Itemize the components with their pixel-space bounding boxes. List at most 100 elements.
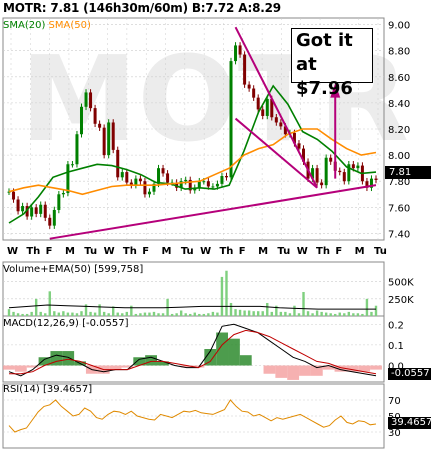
chart-header: MOTR: 7.81 (146h30m/60m) B:7.72 A:8.29 — [3, 1, 281, 15]
volume-bar — [48, 291, 51, 316]
macd-tick-label: 0.2 — [388, 320, 404, 331]
price-candle — [234, 45, 238, 62]
x-tick-label: Th — [123, 246, 137, 257]
price-candle — [211, 186, 215, 188]
price-candle — [116, 149, 120, 178]
rsi-tick-label: 30 — [388, 428, 401, 439]
price-candle — [147, 191, 151, 195]
price-candle — [347, 164, 351, 182]
price-candle — [129, 182, 133, 186]
price-candle — [134, 178, 138, 186]
x-tick-label: Tu — [277, 246, 290, 257]
price-candle — [179, 181, 183, 188]
volume-bar — [121, 313, 124, 316]
rsi-line — [8, 399, 377, 433]
x-tick-label: F — [46, 246, 53, 257]
price-candle — [161, 168, 165, 174]
price-candle — [66, 164, 70, 193]
price-candle — [270, 98, 274, 118]
volume-bar — [12, 311, 15, 316]
price-candle — [188, 179, 192, 191]
volume-bar — [238, 309, 242, 316]
annotation-box: Got it at $7.96 — [291, 28, 373, 99]
volume-bar — [352, 313, 355, 316]
price-candle — [84, 92, 88, 107]
price-candle — [265, 98, 269, 116]
volume-bar — [34, 298, 38, 316]
price-candle — [274, 117, 278, 123]
volume-bar — [288, 313, 292, 316]
x-tick-label: Tu — [181, 246, 194, 257]
macd-signal-line — [9, 329, 377, 375]
volume-bar — [107, 313, 110, 316]
macd-panel-border — [2, 315, 385, 383]
price-candle — [70, 164, 74, 166]
volume-bar — [89, 311, 92, 316]
volume-tick-label: 500K — [388, 278, 414, 289]
volume-bar — [175, 313, 178, 316]
annotation-line-1: Got it at — [296, 30, 353, 75]
volume-bar — [116, 312, 119, 316]
price-tick-label: 8.00 — [388, 151, 410, 162]
price-candle — [197, 181, 201, 188]
volume-bar — [39, 311, 42, 316]
price-candle — [75, 134, 79, 165]
price-candle — [193, 187, 197, 191]
volume-bar — [21, 313, 24, 316]
volume-bar — [356, 313, 360, 316]
volume-legend-label: Volume+EMA(50) — [3, 264, 91, 275]
volume-bar — [211, 311, 215, 316]
macd-histogram-bar — [62, 351, 75, 366]
price-candle — [229, 61, 233, 178]
volume-bar — [16, 313, 20, 316]
trendline-support — [49, 184, 377, 240]
sma-legend: SMA(20) SMA(50) — [3, 20, 91, 31]
volume-bar — [80, 311, 83, 316]
price-candle — [215, 183, 219, 187]
volume-bar — [7, 309, 11, 316]
price-candle — [184, 179, 188, 182]
volume-bar — [347, 311, 351, 316]
price-tick-label: 8.20 — [388, 125, 410, 136]
price-candle — [30, 207, 34, 217]
volume-bar — [152, 311, 156, 316]
price-candle — [39, 204, 43, 214]
rsi-legend-value: [39.4657] — [42, 384, 93, 395]
macd-histogram-bar — [263, 365, 276, 374]
price-candle — [143, 181, 147, 195]
volume-bar — [66, 312, 70, 316]
macd-histogram-bar — [156, 361, 169, 366]
volume-ema-line — [8, 304, 376, 310]
x-tick-label: M — [162, 246, 172, 257]
macd-histogram-bar — [50, 351, 63, 366]
price-candle — [120, 172, 124, 178]
x-tick-label: W — [297, 246, 308, 257]
volume-bar — [293, 305, 296, 316]
x-tick-label: Th — [316, 246, 330, 257]
price-candle — [89, 92, 93, 109]
price-candle — [102, 127, 106, 156]
volume-bar — [324, 312, 328, 316]
price-candle — [43, 204, 47, 218]
price-candle — [25, 206, 29, 217]
x-tick-label: Tu — [84, 246, 97, 257]
price-candle — [365, 181, 369, 188]
price-candle — [16, 199, 20, 212]
price-candle — [324, 157, 328, 186]
volume-bar — [202, 313, 206, 316]
macd-last-value: -0.0557 — [388, 368, 431, 380]
volume-bar — [315, 310, 319, 316]
macd-histogram-bar — [299, 365, 311, 376]
volume-bar — [143, 312, 147, 316]
volume-bar — [125, 311, 129, 316]
macd-line — [8, 323, 377, 377]
volume-bar — [198, 313, 201, 316]
volume-bar — [225, 270, 228, 316]
price-candle — [238, 45, 242, 55]
price-candle — [79, 106, 83, 135]
price-tick-label: 7.60 — [388, 203, 410, 214]
volume-bar — [57, 312, 61, 316]
volume-bar — [234, 309, 237, 316]
volume-bar — [62, 311, 65, 316]
x-tick-label: F — [335, 246, 342, 257]
